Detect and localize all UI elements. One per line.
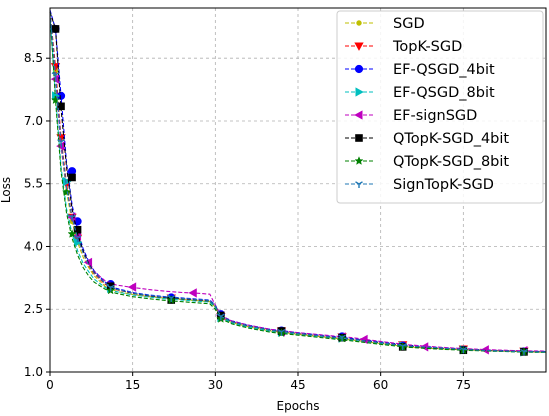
y-tick-label: 5.5	[24, 177, 43, 191]
data-point	[67, 229, 77, 238]
data-point	[57, 139, 65, 146]
x-tick-label: 0	[46, 378, 54, 392]
y-axis: 1.0 2.5 4.0 5.5 7.0 8.5	[24, 51, 50, 379]
data-point	[61, 187, 72, 197]
y-tick-label: 7.0	[24, 114, 43, 128]
legend-label: SGD	[393, 16, 425, 32]
legend-entry-ef-qsgd-4bit: EF-QSGD_4bit	[345, 62, 495, 78]
legend-entry-ef-qsgd-8bit: EF-QSGD_8bit	[345, 85, 495, 101]
legend-marker	[354, 42, 364, 51]
legend-entry-ef-signsgd: EF-signSGD	[345, 108, 477, 124]
data-point	[68, 173, 76, 182]
legend-entry-qtopk-sgd-4bit: QTopK-SGD_4bit	[345, 131, 509, 147]
x-axis-label: Epochs	[277, 399, 320, 413]
x-axis: 0 15 30 45 60 75	[46, 372, 471, 392]
legend-label: EF-signSGD	[393, 108, 477, 124]
data-point	[51, 25, 60, 33]
legend: SGD TopK-SGD EF-QSGD_4bit EF-QSGD_8bit EF-si…	[336, 10, 544, 204]
legend-label: QTopK-SGD_4bit	[393, 131, 509, 147]
series-signtopk-sgd	[49, 12, 547, 356]
legend-marker	[354, 64, 364, 74]
legend-label: EF-QSGD_8bit	[393, 85, 495, 101]
x-tick-label: 75	[456, 378, 471, 392]
legend-marker	[354, 156, 364, 165]
data-point	[73, 225, 82, 234]
legend-entry-sgd: SGD	[345, 16, 425, 32]
data-point	[338, 334, 346, 342]
data-point	[127, 282, 137, 292]
data-point	[68, 214, 76, 222]
x-tick-label: 60	[373, 378, 388, 392]
x-tick-label: 15	[125, 378, 140, 392]
data-point	[51, 72, 60, 79]
y-axis-label: Loss	[0, 177, 13, 203]
y-tick-label: 2.5	[24, 302, 43, 316]
data-point	[216, 313, 225, 321]
data-point	[520, 348, 528, 356]
series-group	[49, 9, 547, 357]
data-point	[188, 288, 197, 298]
data-point	[167, 295, 176, 302]
y-tick-label: 4.0	[24, 239, 43, 253]
data-point	[480, 345, 489, 355]
x-tick-label: 45	[290, 378, 305, 392]
legend-marker	[356, 20, 362, 26]
legend-label: SignTopK-SGD	[393, 177, 494, 193]
data-point	[73, 235, 82, 243]
legend-marker	[355, 181, 363, 188]
legend-label: QTopK-SGD_8bit	[393, 154, 509, 170]
legend-label: EF-QSGD_4bit	[393, 62, 495, 78]
legend-marker	[355, 134, 363, 142]
x-tick-label: 30	[208, 378, 223, 392]
legend-entry-signtopk-sgd: SignTopK-SGD	[345, 177, 494, 193]
y-tick-label: 1.0	[24, 365, 43, 379]
data-point	[50, 95, 61, 105]
data-point	[398, 343, 407, 351]
data-point	[459, 346, 468, 354]
legend-label: TopK-SGD	[392, 39, 462, 55]
data-point	[106, 284, 115, 292]
data-point	[277, 329, 286, 336]
legend-entry-topk-sgd: TopK-SGD	[345, 39, 462, 55]
data-point	[57, 102, 65, 111]
legend-marker	[355, 87, 364, 97]
legend-box	[336, 10, 544, 204]
legend-entry-qtopk-sgd-8bit: QTopK-SGD_8bit	[345, 154, 509, 170]
y-tick-label: 8.5	[24, 51, 43, 65]
legend-marker	[354, 110, 363, 120]
